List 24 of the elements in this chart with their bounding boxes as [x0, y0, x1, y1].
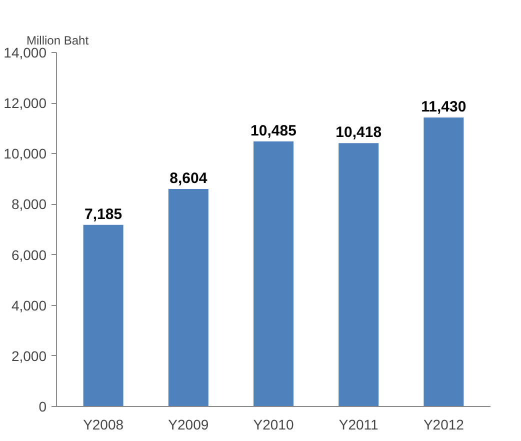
data-label: 11,430: [421, 98, 466, 116]
x-tick-label: Y2010: [253, 416, 294, 432]
bar: [424, 117, 464, 406]
y-tick-label: 12,000: [4, 95, 47, 112]
y-tick-label: 6,000: [11, 246, 47, 263]
data-label: 7,185: [84, 206, 122, 223]
bar: [338, 143, 379, 406]
y-axis-title: Million Baht: [26, 34, 90, 48]
y-tick-label: 10,000: [4, 146, 47, 162]
x-tick-label: Y2008: [83, 416, 124, 432]
y-tick-label: 14,000: [4, 44, 47, 60]
x-tick-label: Y2011: [338, 416, 379, 432]
y-tick-label: 2,000: [11, 348, 47, 364]
x-tick-label: Y2009: [168, 416, 209, 432]
bar: [168, 188, 208, 406]
data-label: 8,604: [170, 170, 208, 187]
x-tick-label: Y2012: [423, 416, 464, 432]
data-label: 10,418: [336, 124, 382, 142]
bar: [254, 141, 294, 406]
y-tick-label: 4,000: [11, 297, 47, 314]
bar: [83, 224, 124, 406]
data-label: 10,485: [250, 122, 296, 140]
y-tick-label: 8,000: [11, 196, 47, 212]
y-tick-label: 0: [38, 398, 47, 414]
